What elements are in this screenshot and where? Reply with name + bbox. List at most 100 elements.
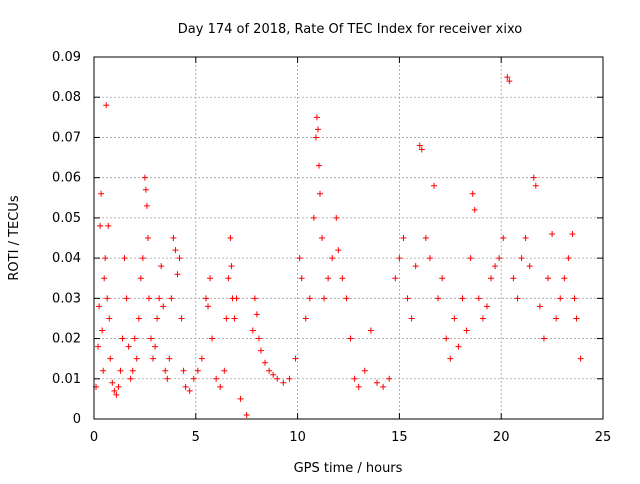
data-point [504,74,511,81]
y-tick-label: 0.03 [52,291,81,306]
data-point [374,379,381,386]
data-point [129,367,136,374]
data-point [314,126,321,133]
y-tick-label: 0.08 [52,90,81,105]
data-point [565,255,572,262]
data-point [561,275,568,282]
data-point [274,375,281,382]
data-point [95,343,102,350]
data-point [447,355,454,362]
data-point [115,383,122,390]
data-point [178,315,185,322]
data-point [483,303,490,310]
data-point [103,102,110,109]
data-point [386,375,393,382]
y-tick-label: 0.04 [52,251,81,266]
data-point [443,335,450,342]
data-point [209,335,216,342]
data-point [221,367,228,374]
data-point [361,367,368,374]
data-point [249,327,256,334]
data-point [227,235,234,241]
data-point [231,315,238,322]
data-point [131,335,138,342]
data-point [170,235,177,241]
data-point [325,275,332,282]
data-point [123,295,130,302]
data-point [571,295,578,302]
x-axis-label: GPS time / hours [294,461,403,476]
data-point [164,375,171,382]
data-point [113,391,120,398]
data-point [339,275,346,282]
data-point [518,255,525,262]
data-point [451,315,458,322]
data-point [143,202,150,209]
data-point [475,295,482,302]
data-point [166,355,173,362]
data-point [319,235,326,241]
data-point [198,355,205,362]
data-point [316,190,323,197]
x-tick-label: 0 [90,430,98,445]
data-point [467,255,474,262]
chart-title: Day 174 of 2018, Rate Of TEC Index for r… [178,22,523,37]
data-point [182,383,189,390]
data-point [321,295,328,302]
data-point [392,275,399,282]
data-point [223,315,230,322]
data-point [213,375,220,382]
data-point [139,255,146,262]
data-point [137,275,144,282]
y-tick-label: 0 [73,412,81,427]
data-point [573,315,580,322]
data-point [266,367,273,374]
data-point [255,335,262,342]
data-point [107,355,114,362]
data-point [102,255,109,262]
data-point [99,327,106,334]
data-point [557,295,564,302]
data-point [455,343,462,350]
data-point [100,367,107,374]
data-point [471,206,478,213]
data-point [306,295,313,302]
data-point [158,263,165,270]
data-point [257,347,264,354]
data-point [262,359,269,366]
data-point [412,263,419,270]
data-points [93,74,584,418]
data-point [125,343,132,350]
data-point [549,230,556,237]
data-point [367,327,374,334]
data-point [121,255,128,262]
data-point [404,295,411,302]
data-point [418,146,425,153]
data-point [496,255,503,262]
data-point [133,355,140,362]
data-point [270,371,277,378]
data-point [194,367,201,374]
data-point [408,315,415,322]
data-point [312,134,319,141]
data-point [510,275,517,282]
data-point [97,222,104,229]
data-point [104,295,111,302]
data-point [119,335,126,342]
data-point [101,275,108,282]
data-point [435,295,442,302]
data-point [526,263,533,270]
data-point [329,255,336,262]
data-point [479,315,486,322]
data-point [117,367,124,374]
data-point [577,355,584,362]
data-point [156,295,163,302]
data-point [506,78,513,85]
data-point [168,295,175,302]
y-tick-label: 0.07 [52,130,81,145]
data-point [233,295,240,302]
data-point [522,235,529,241]
data-point [351,375,358,382]
data-point [96,303,103,310]
